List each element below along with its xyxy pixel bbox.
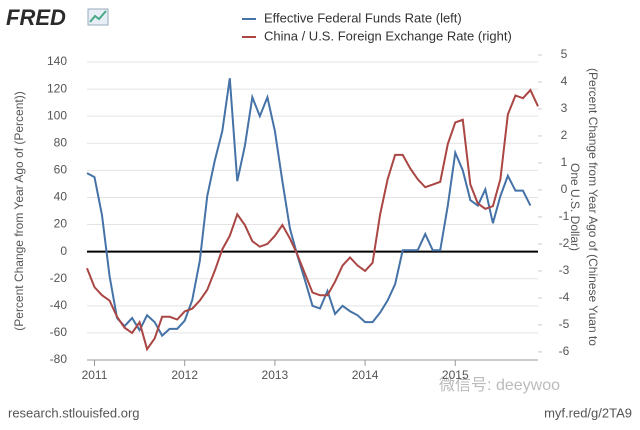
y2-tick-label: 3 [561,101,568,115]
x-tick-label: 2011 [82,368,108,382]
y-tick-label: 120 [47,81,67,95]
y2-tick-label: 2 [561,128,568,142]
y2-tick-label: -3 [559,263,570,277]
y-tick-label: 80 [54,135,68,149]
y-tick-label: -40 [50,298,68,312]
y-tick-label: 0 [60,244,67,258]
y2-tick-label: 0 [561,182,568,196]
y2-tick-label: -4 [559,290,570,304]
y-tick-label: 40 [54,190,68,204]
link: myf.red/g/2TA9 [544,405,632,420]
y-tick-label: 100 [47,108,67,122]
logo-icon [87,8,109,26]
y2-axis-label: One U.S. Dollar) [568,163,582,251]
y-tick-label: -80 [50,352,68,366]
y2-axis-label: (Percent Change from Year Ago of (Chines… [586,68,600,346]
y2-tick-label: -6 [559,344,570,358]
x-tick-label: 2015 [442,368,469,382]
y2-tick-label: 5 [561,47,568,61]
y-tick-label: -60 [50,325,68,339]
y2-tick-label: 1 [561,155,568,169]
watermark: 微信号: deeywoo [439,376,560,394]
y2-tick-label: -1 [559,209,570,223]
y-tick-label: 60 [54,163,68,177]
y-tick-label: 140 [47,54,67,68]
legend-label: Effective Federal Funds Rate (left) [264,10,462,25]
source: research.stlouisfed.org [8,405,140,420]
y-tick-label: 20 [54,217,68,231]
x-tick-label: 2012 [171,368,198,382]
series-line [86,88,539,352]
x-tick-label: 2013 [262,368,289,382]
x-tick-label: 2014 [352,368,379,382]
y-tick-label: -20 [50,271,68,285]
y2-tick-label: 4 [561,74,568,88]
series-line [86,78,532,338]
y-axis-label: (Percent Change from Year Ago of (Percen… [12,91,26,330]
y2-tick-label: -5 [559,317,570,331]
logo: FRED [6,5,66,30]
legend-label: China / U.S. Foreign Exchange Rate (righ… [264,28,512,43]
y2-tick-label: -2 [559,236,570,250]
